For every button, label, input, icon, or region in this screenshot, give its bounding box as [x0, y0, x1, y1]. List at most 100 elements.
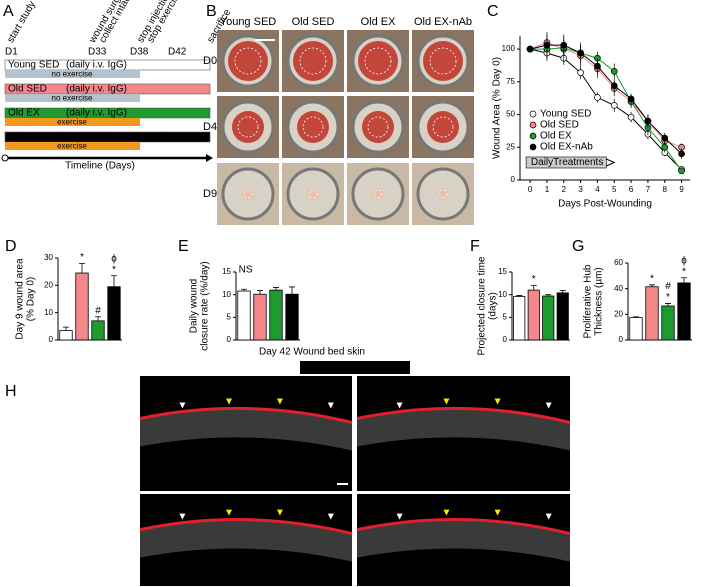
hub-marker: [276, 509, 283, 516]
edge-marker: [327, 513, 334, 520]
edge-marker: [327, 402, 334, 409]
y-tick-label: 75: [506, 77, 515, 86]
y-tick-label: 0: [619, 335, 624, 344]
legend-marker: [529, 121, 537, 129]
timeline-label: Timeline (Days): [65, 161, 135, 172]
x-tick-label: 2: [562, 185, 567, 194]
bar: [75, 272, 89, 341]
y-tick-label: 100: [502, 44, 516, 53]
wound: [228, 41, 268, 81]
x-tick-label: 3: [578, 185, 583, 194]
region-label: WB: [250, 392, 263, 401]
arrow-head: [206, 154, 213, 162]
stain-legend-bg: [300, 361, 410, 374]
point: [678, 150, 685, 158]
edge-marker: [179, 402, 186, 409]
x-axis-label: Days Post-Wounding: [558, 199, 652, 210]
edge-marker: [545, 402, 552, 409]
y-tick-label: 5: [503, 312, 508, 321]
y-tick-label: 0: [227, 335, 232, 344]
panel-label: F: [470, 238, 480, 255]
bar: [629, 317, 643, 341]
y-tick-label: 5: [227, 312, 232, 321]
dermis: [140, 519, 352, 562]
legend-marker: [529, 143, 537, 151]
wound-outline: [302, 116, 324, 138]
hub-marker: [226, 509, 233, 516]
dermis: [357, 519, 570, 562]
group-name: Old EX-nAb: [8, 132, 61, 143]
bar: [253, 293, 267, 341]
annotation: DailyTreatments: [531, 157, 603, 168]
stain-label: Keratin 14: [352, 363, 398, 374]
panel-label: E: [178, 238, 189, 255]
treatment: (daily i.v. IgG): [66, 108, 127, 119]
edge-marker: [545, 513, 552, 520]
point: [610, 67, 618, 75]
error-bar: [559, 290, 566, 293]
region-label: PH: [304, 392, 315, 401]
wound: [427, 111, 459, 143]
x-tick-label: 7: [646, 185, 651, 194]
activity: exercise: [57, 142, 87, 151]
wound-outline: [299, 47, 327, 75]
point: [543, 41, 551, 49]
y-axis-label: Proliferative Hub: [583, 264, 594, 338]
timeline-start: [1, 154, 9, 162]
bar: [237, 290, 251, 341]
x-tick-label: 1: [545, 185, 550, 194]
series-line: [529, 44, 682, 155]
y-tick-label: 0: [511, 175, 516, 184]
significance: *: [666, 292, 670, 303]
significance: *: [650, 273, 654, 284]
edge-marker: [179, 513, 186, 520]
group-name: Old EX: [8, 108, 40, 119]
x-tick-label: 8: [663, 185, 668, 194]
y-axis-label: Daily wound: [189, 279, 200, 333]
group-name: Young SED: [8, 60, 59, 71]
treatment-arrow: [606, 158, 616, 167]
photo-row-label: D9: [203, 188, 217, 200]
y-tick-label: 10: [44, 308, 53, 317]
activity-bar: [5, 142, 140, 150]
photo-row-label: D4: [203, 121, 217, 133]
dermis: [140, 408, 352, 451]
error-bar: [649, 284, 655, 287]
region-label: PH: [415, 392, 426, 401]
point: [627, 95, 635, 103]
wound-outline: [243, 189, 253, 199]
hub-marker: [494, 398, 501, 405]
error-bar: [111, 275, 117, 287]
wound-outline: [364, 47, 392, 75]
y-tick-label: 0: [49, 335, 54, 344]
region-label: PH: [522, 503, 533, 512]
panel-label: G: [572, 238, 584, 255]
wound: [297, 111, 329, 143]
x-tick-label: 5: [612, 185, 617, 194]
significance: #: [665, 281, 671, 292]
y-axis-label: Thickness (µm): [594, 267, 605, 336]
legend-label: Old SED: [540, 120, 579, 131]
region-label: WB: [468, 503, 481, 512]
day-label: D38: [130, 47, 149, 58]
wound: [293, 41, 333, 81]
bar: [91, 320, 105, 341]
significance: ϕ: [681, 255, 687, 266]
edge-marker: [396, 513, 403, 520]
point: [627, 113, 635, 121]
x-tick-label: 0: [528, 185, 533, 194]
histology-title: Day 42 Wound bed skin: [259, 347, 365, 358]
epidermis: [356, 518, 571, 536]
point: [594, 62, 601, 70]
bar: [513, 296, 526, 341]
x-tick-label: 4: [595, 185, 600, 194]
photo-column-label: Old SED: [292, 16, 335, 28]
y-tick-label: 40: [614, 284, 623, 293]
y-axis-label: (% Day 0): [26, 277, 37, 321]
series-line: [529, 42, 682, 148]
bar: [59, 330, 73, 341]
y-tick-label: 10: [222, 290, 231, 299]
wound: [232, 111, 264, 143]
region-label: PH: [304, 503, 315, 512]
